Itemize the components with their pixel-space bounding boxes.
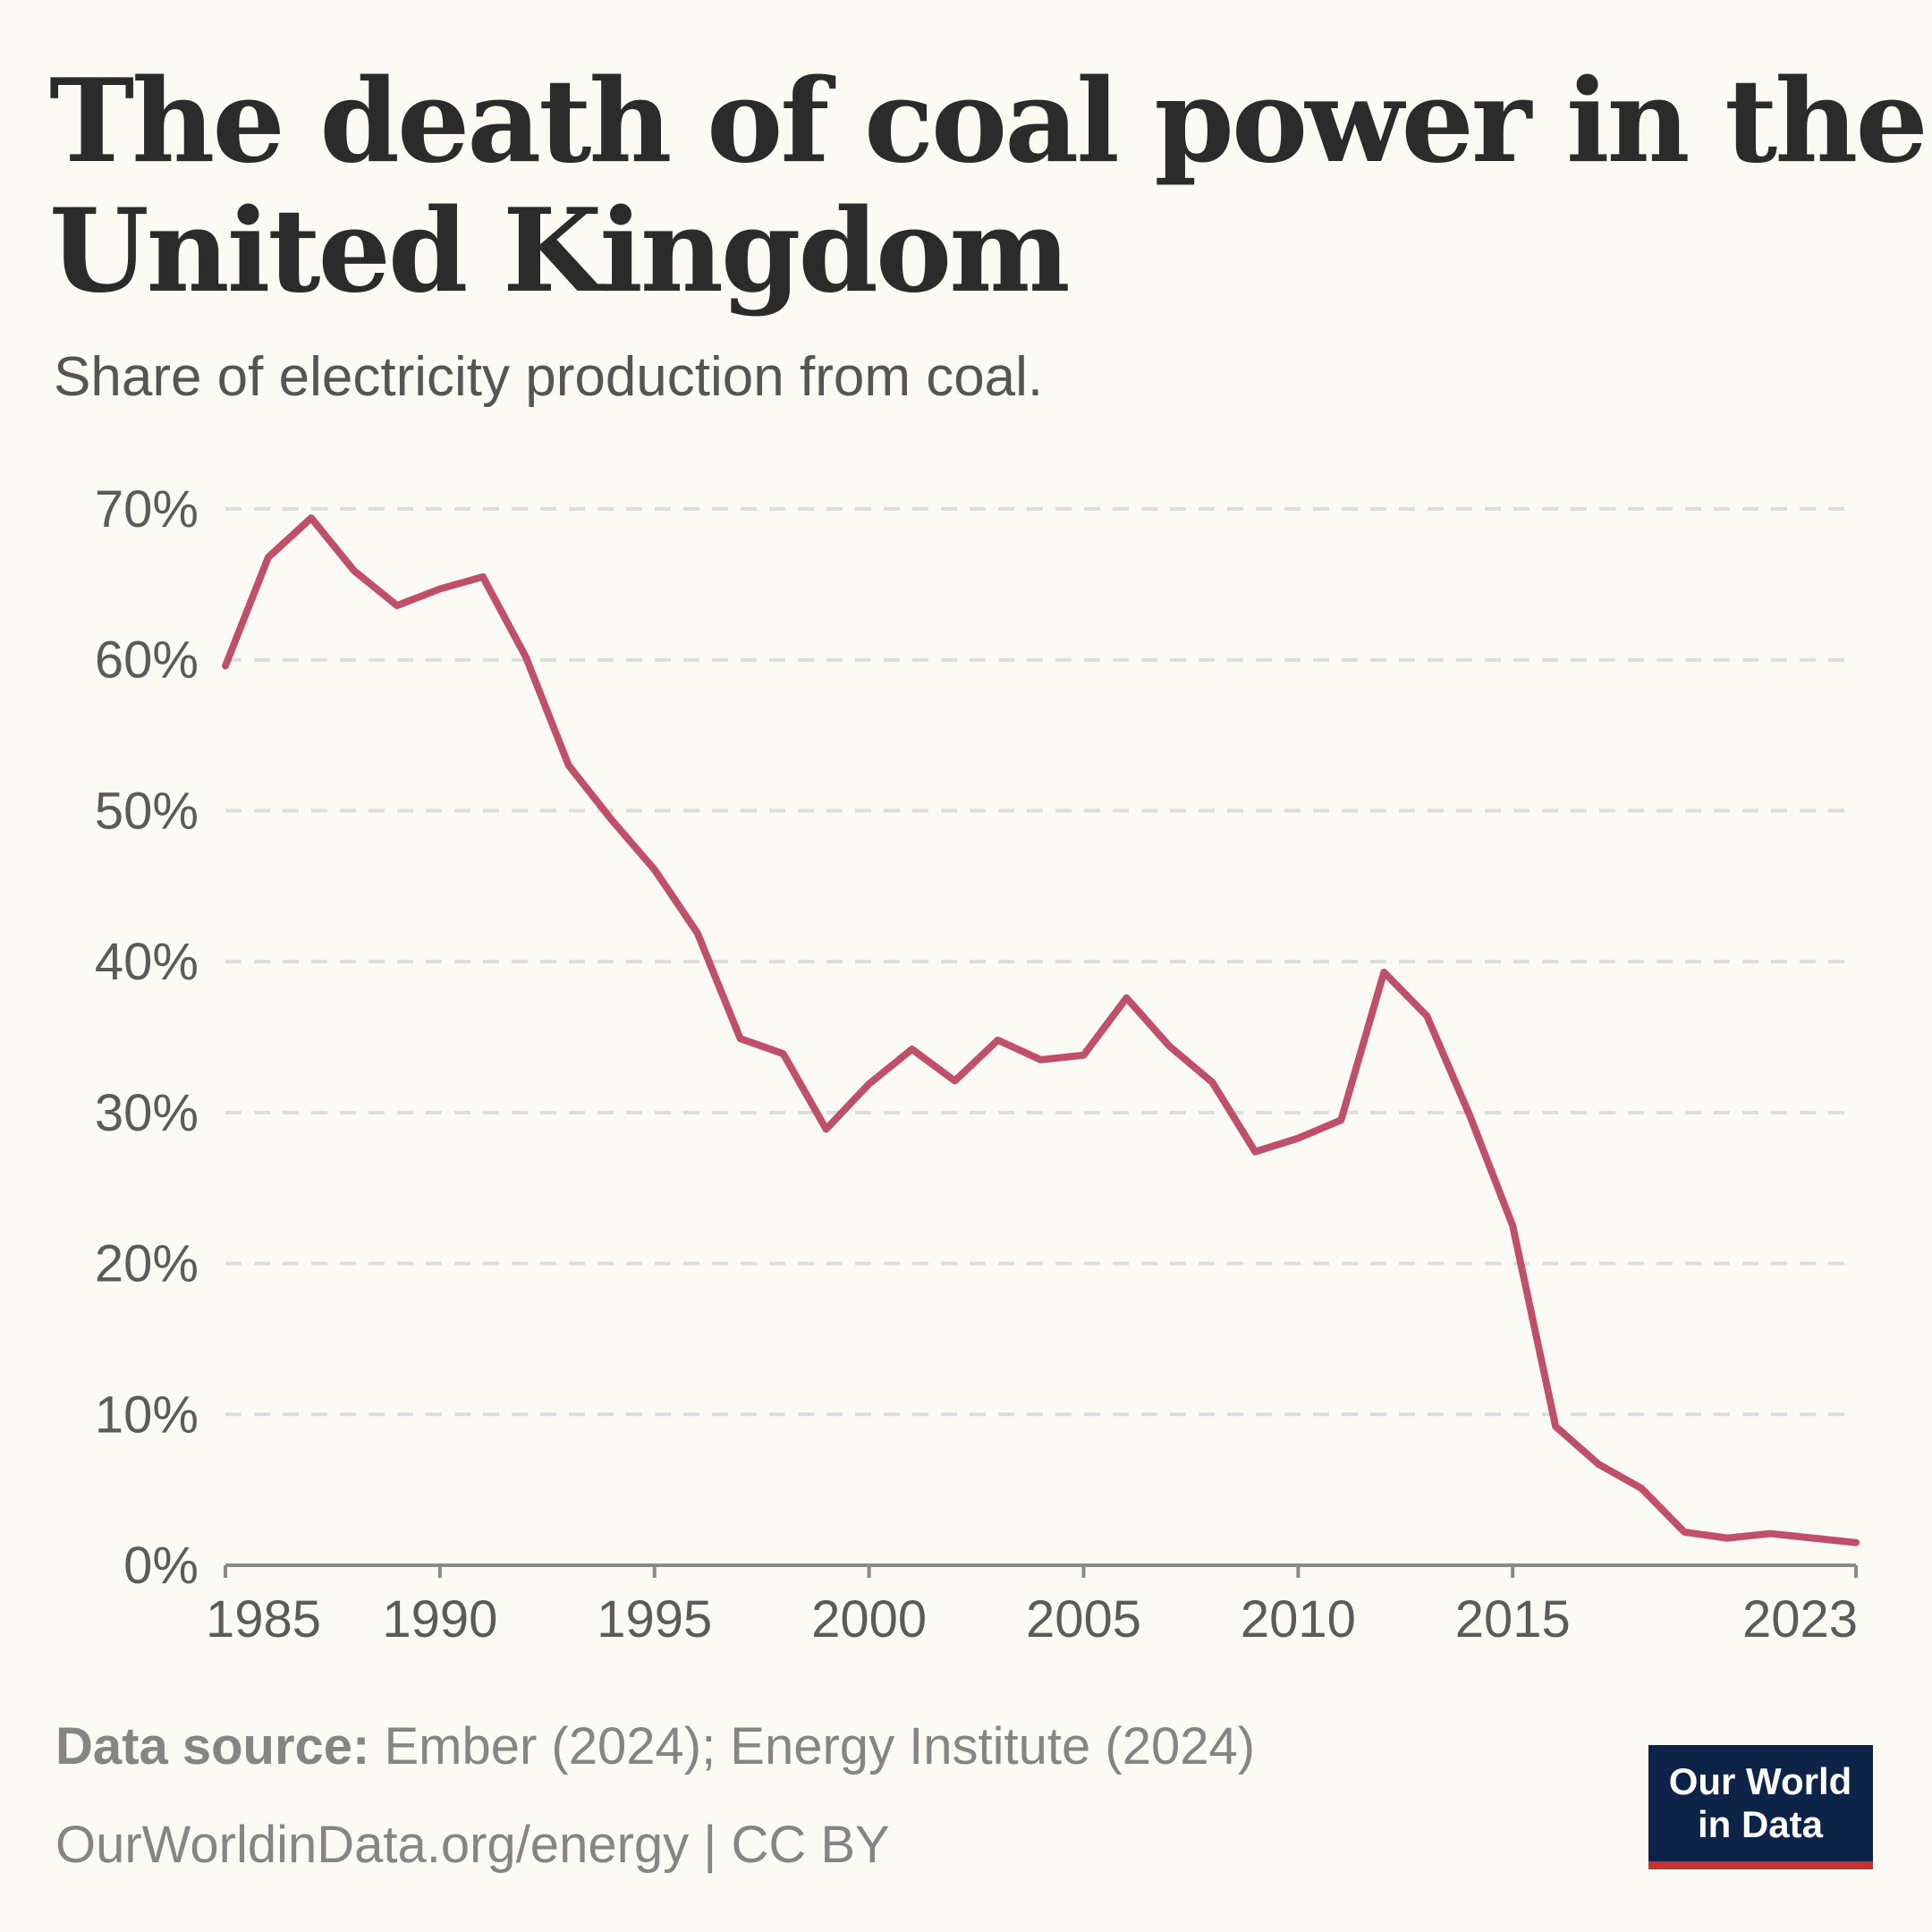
x-tick-label: 2015 — [1455, 1590, 1571, 1648]
x-tick-label: 2000 — [811, 1590, 927, 1648]
url[interactable]: OurWorldinData.org/energy | CC BY — [55, 1816, 890, 1874]
y-tick-label: 70% — [95, 480, 199, 538]
source-text: Ember (2024); Energy Institute (2024) — [384, 1717, 1255, 1775]
y-tick-label: 30% — [95, 1084, 199, 1142]
logo-box[interactable] — [1648, 1745, 1873, 1861]
y-tick-label: 10% — [95, 1385, 199, 1444]
y-tick-label: 0% — [123, 1537, 199, 1595]
logo-text: in Data — [1698, 1803, 1824, 1845]
x-tick-label: 2005 — [1026, 1590, 1141, 1648]
source: Data source: Ember (2024); Energy Instit… — [55, 1717, 1255, 1775]
logo-text: Our World — [1669, 1760, 1852, 1802]
source-label: Data source: — [55, 1717, 369, 1775]
data-line — [222, 514, 1860, 1546]
x-tick-label: 1985 — [206, 1590, 321, 1648]
chart-title: The death of coal power in the — [49, 55, 1926, 189]
x-tick-label: 1990 — [382, 1590, 497, 1648]
y-tick-label: 20% — [95, 1235, 199, 1293]
chart-subtitle: Share of electricity production from coa… — [54, 346, 1043, 408]
y-tick-label: 60% — [95, 631, 199, 690]
x-tick-label: 2023 — [1742, 1590, 1858, 1648]
x-tick-label: 1995 — [597, 1590, 712, 1648]
y-tick-label: 50% — [95, 782, 199, 840]
y-tick-label: 40% — [95, 933, 199, 991]
chart-title: United Kingdom — [49, 184, 1068, 318]
x-tick-label: 2010 — [1241, 1590, 1356, 1648]
logo-bar — [1648, 1861, 1873, 1869]
